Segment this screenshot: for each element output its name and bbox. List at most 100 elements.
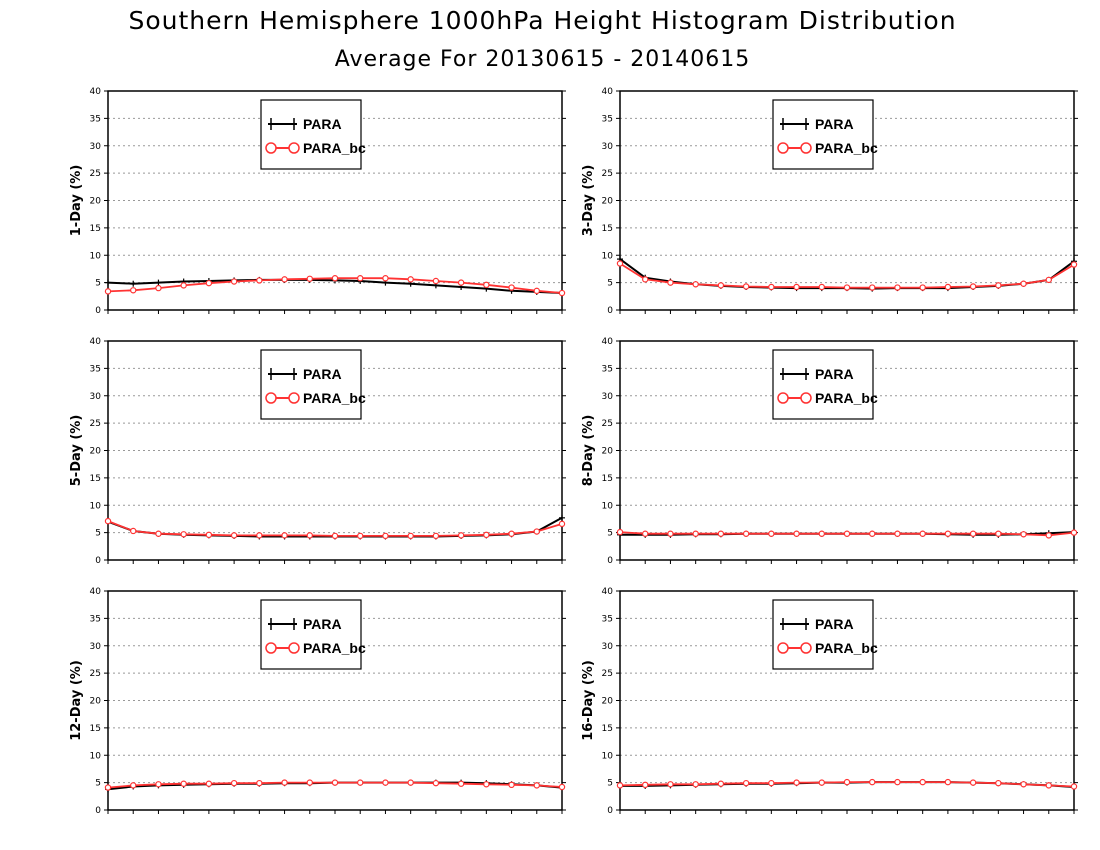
data-point-para-bc	[768, 283, 775, 291]
data-point-para-bc	[1020, 280, 1027, 287]
legend-box	[260, 99, 362, 170]
legend-box	[772, 599, 874, 670]
y-tick-label: 35	[602, 614, 613, 624]
data-point-para-bc	[457, 532, 465, 539]
data-point-para-bc	[256, 277, 263, 284]
data-point-para-bc	[843, 530, 851, 537]
y-tick-label: 15	[602, 224, 613, 234]
y-tick-label: 10	[90, 501, 102, 511]
data-point-para-bc	[616, 782, 624, 789]
y-axis-label: 1-Day (%)	[69, 165, 84, 237]
data-point-para-bc	[155, 284, 162, 292]
data-point-para-bc	[357, 275, 364, 282]
data-point-para-bc	[919, 530, 926, 537]
data-point-para-bc	[331, 532, 339, 540]
y-tick-label: 40	[602, 337, 614, 347]
legend-marker-circle	[265, 142, 277, 154]
y-tick-label: 5	[95, 279, 101, 289]
data-point-para-bc	[130, 287, 137, 294]
data-point-para-bc	[407, 779, 414, 786]
y-tick-label: 15	[602, 474, 613, 484]
data-point-para-bc	[1070, 783, 1078, 790]
legend-label: PARA_bc	[303, 640, 366, 656]
legend-label: PARA_bc	[303, 140, 366, 156]
legend-marker-circle	[800, 392, 812, 404]
y-tick-label: 30	[602, 392, 614, 402]
y-tick-label: 10	[602, 501, 614, 511]
data-point-para	[559, 514, 565, 521]
y-tick-label: 15	[90, 224, 101, 234]
chart-panel: 0 5 10 15 20 25 30 35 40 12-Day (%) PARA PARA_bc	[69, 587, 566, 816]
data-point-para-bc	[205, 531, 213, 539]
data-point-para-bc	[382, 532, 389, 540]
data-point-para-bc	[155, 530, 162, 537]
data-point-para-bc	[104, 517, 112, 525]
data-point-para-bc	[483, 781, 490, 788]
y-tick-label: 40	[90, 587, 102, 597]
y-axis-label: 3-Day (%)	[581, 165, 596, 237]
data-point-para-bc	[407, 532, 414, 540]
legend: PARA PARA_bc	[260, 99, 366, 170]
data-point-para-bc	[1045, 782, 1052, 789]
data-point-para-bc	[995, 779, 1002, 787]
data-point-para-bc	[667, 279, 674, 286]
y-tick-label: 20	[90, 197, 102, 207]
data-point-para-bc	[869, 530, 876, 537]
data-point-para-bc	[407, 276, 414, 283]
legend-marker-circle	[288, 642, 300, 654]
y-tick-label: 35	[602, 114, 613, 124]
legend-marker-circle	[800, 142, 812, 154]
data-point-para-bc	[742, 283, 750, 290]
legend-marker-circle	[777, 392, 789, 404]
data-point-para-bc	[995, 282, 1002, 289]
data-point-para-bc	[256, 532, 263, 539]
legend-label: PARA_bc	[815, 640, 878, 656]
legend-marker-circle	[265, 392, 277, 404]
data-point-para-bc	[717, 530, 725, 537]
y-tick-label: 15	[90, 724, 101, 734]
y-tick-label: 0	[607, 806, 613, 816]
y-tick-label: 5	[95, 529, 101, 539]
data-point-para-bc	[642, 781, 649, 789]
y-axis-label: 8-Day (%)	[581, 415, 596, 487]
data-point-para-bc	[969, 779, 977, 786]
y-tick-label: 40	[90, 87, 102, 97]
legend-box	[260, 349, 362, 420]
y-tick-label: 35	[90, 364, 101, 374]
data-point-para-bc	[558, 520, 566, 528]
data-point-para-bc	[793, 283, 800, 291]
data-point-para	[130, 280, 137, 287]
y-tick-label: 0	[95, 306, 101, 316]
data-point-para-bc	[969, 530, 977, 537]
data-point-para-bc	[533, 782, 540, 789]
legend-label: PARA	[303, 366, 342, 382]
y-tick-label: 30	[602, 142, 614, 152]
data-point-para-bc	[768, 530, 775, 537]
series-line-para-bc	[619, 262, 1075, 289]
y-tick-label: 35	[602, 364, 613, 374]
data-point-para-bc	[306, 275, 313, 282]
y-tick-label: 25	[90, 419, 101, 429]
legend-label: PARA	[815, 616, 854, 632]
y-tick-label: 30	[602, 642, 614, 652]
data-point-para-bc	[667, 530, 674, 537]
y-tick-label: 25	[602, 419, 613, 429]
data-point-para-bc	[331, 779, 339, 786]
legend: PARA PARA_bc	[772, 349, 878, 420]
data-point-para-bc	[1070, 261, 1078, 268]
legend-marker-circle	[800, 642, 812, 654]
data-point-para-bc	[281, 276, 288, 283]
legend-label: PARA	[815, 116, 854, 132]
y-tick-label: 20	[90, 697, 102, 707]
y-tick-label: 20	[602, 197, 614, 207]
y-axis-label: 16-Day (%)	[581, 660, 596, 741]
data-point-para-bc	[717, 282, 725, 289]
data-point-para-bc	[869, 284, 876, 291]
data-point-para-bc	[944, 530, 952, 537]
y-tick-label: 10	[602, 751, 614, 761]
chart-panel: 0 5 10 15 20 25 30 35 40 8-Day (%) PARA PARA_bc	[581, 337, 1078, 566]
data-point-para-bc	[533, 528, 540, 535]
y-tick-label: 20	[602, 697, 614, 707]
y-tick-label: 0	[607, 306, 613, 316]
data-point-para-bc	[742, 779, 750, 787]
